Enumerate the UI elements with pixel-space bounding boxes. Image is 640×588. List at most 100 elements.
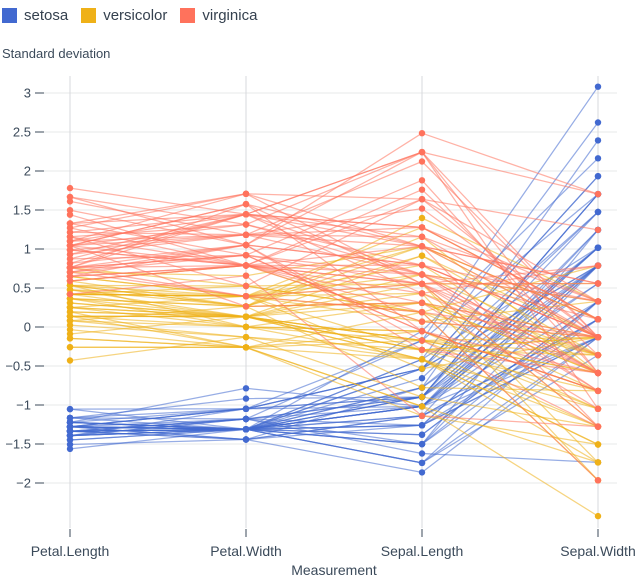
- axis-label-Sepal.Width: Sepal.Width: [560, 543, 635, 559]
- data-point-versicolor: [418, 393, 426, 401]
- sample-line-virginica: [69, 151, 599, 374]
- data-point-virginica: [418, 196, 426, 203]
- y-tick-label: −1.5: [5, 437, 31, 452]
- data-point-setosa: [242, 436, 250, 443]
- legend-label: setosa: [24, 7, 69, 24]
- data-point-setosa: [418, 440, 426, 448]
- data-point-virginica: [66, 260, 74, 267]
- data-point-virginica: [594, 280, 602, 287]
- data-point-virginica: [66, 238, 74, 245]
- data-point-setosa: [66, 428, 74, 435]
- data-point-virginica: [418, 290, 426, 297]
- data-point-virginica: [594, 262, 602, 269]
- data-point-virginica: [66, 246, 74, 254]
- data-point-setosa: [242, 385, 250, 392]
- data-point-versicolor: [66, 286, 74, 293]
- legend-item-virginica: virginica: [180, 8, 257, 23]
- legend-item-versicolor: versicolor: [81, 8, 167, 23]
- legend: setosa versicolor virginica: [2, 8, 257, 23]
- data-point-versicolor: [594, 441, 602, 448]
- data-point-virginica: [594, 369, 602, 377]
- legend-swatch-setosa: [2, 8, 17, 23]
- sample-line-versicolor: [69, 315, 599, 428]
- sample-line-virginica: [69, 193, 599, 231]
- sample-line-virginica: [69, 193, 599, 285]
- y-tick-label: 2: [24, 164, 31, 179]
- data-point-virginica: [418, 186, 426, 193]
- data-point-virginica: [242, 190, 250, 197]
- data-point-setosa: [66, 432, 74, 439]
- data-point-setosa: [66, 445, 74, 453]
- data-point-virginica: [242, 293, 250, 300]
- data-point-virginica: [66, 273, 74, 280]
- data-point-virginica: [66, 233, 74, 240]
- sample-line-virginica: [69, 244, 599, 338]
- y-tick-label: 1.5: [13, 203, 31, 218]
- data-point-setosa: [594, 244, 602, 251]
- y-tick-label: −2: [16, 476, 31, 491]
- data-point-setosa: [66, 436, 74, 444]
- data-point-virginica: [418, 299, 426, 306]
- data-point-virginica: [418, 177, 426, 184]
- data-point-virginica: [66, 268, 74, 276]
- legend-swatch-virginica: [180, 8, 196, 23]
- sample-line-versicolor: [69, 328, 599, 446]
- y-tick-label: 1: [24, 242, 31, 257]
- data-point-virginica: [418, 148, 426, 156]
- data-point-versicolor: [418, 365, 426, 372]
- data-point-setosa: [418, 459, 426, 467]
- data-point-virginica: [66, 224, 74, 232]
- sample-line-setosa: [69, 265, 599, 428]
- data-point-versicolor: [66, 317, 74, 324]
- data-point-virginica: [594, 334, 602, 341]
- data-point-versicolor: [66, 357, 74, 364]
- data-point-versicolor: [66, 299, 74, 307]
- data-point-virginica: [418, 243, 426, 250]
- data-point-virginica: [418, 271, 426, 278]
- sample-line-virginica: [69, 203, 599, 374]
- data-point-virginica: [418, 261, 426, 269]
- sample-line-versicolor: [69, 311, 599, 374]
- data-point-virginica: [242, 200, 250, 208]
- data-point-versicolor: [418, 214, 426, 222]
- data-point-versicolor: [66, 321, 74, 329]
- data-point-setosa: [242, 395, 250, 402]
- data-points: [66, 83, 602, 520]
- legend-swatch-versicolor: [81, 8, 97, 23]
- data-point-virginica: [242, 262, 250, 269]
- sample-line-versicolor: [69, 264, 599, 313]
- sample-line-virginica: [69, 151, 599, 338]
- data-point-virginica: [594, 351, 602, 359]
- data-point-virginica: [66, 277, 74, 285]
- data-point-virginica: [594, 298, 602, 305]
- sample-line-virginica: [69, 198, 599, 302]
- data-point-virginica: [594, 316, 602, 323]
- data-point-virginica: [66, 291, 74, 298]
- sample-line-virginica: [69, 213, 599, 320]
- data-point-virginica: [66, 207, 74, 214]
- data-point-versicolor: [594, 459, 602, 466]
- data-point-versicolor: [66, 330, 74, 338]
- sample-line-virginica: [69, 132, 599, 246]
- sample-line-versicolor: [69, 306, 599, 342]
- data-point-virginica: [594, 477, 602, 484]
- data-point-setosa: [418, 375, 426, 382]
- data-point-setosa: [594, 137, 602, 144]
- sample-line-virginica: [69, 254, 599, 428]
- data-point-versicolor: [66, 344, 74, 351]
- data-point-setosa: [242, 426, 250, 433]
- data-point-versicolor: [242, 323, 250, 331]
- data-point-virginica: [242, 252, 250, 259]
- sample-line-setosa: [69, 229, 599, 441]
- data-point-virginica: [594, 190, 602, 198]
- data-point-versicolor: [66, 335, 74, 342]
- y-tick-label: 3: [24, 86, 31, 101]
- sample-line-setosa: [69, 336, 599, 474]
- measurement-axes: Petal.Length Petal.Width Sepal.Length Sepal…: [31, 76, 636, 578]
- data-point-virginica: [594, 387, 602, 395]
- axis-label-Sepal.Length: Sepal.Length: [381, 543, 464, 559]
- data-point-virginica: [418, 346, 426, 354]
- data-point-versicolor: [418, 403, 426, 410]
- legend-label: versicolor: [103, 7, 168, 24]
